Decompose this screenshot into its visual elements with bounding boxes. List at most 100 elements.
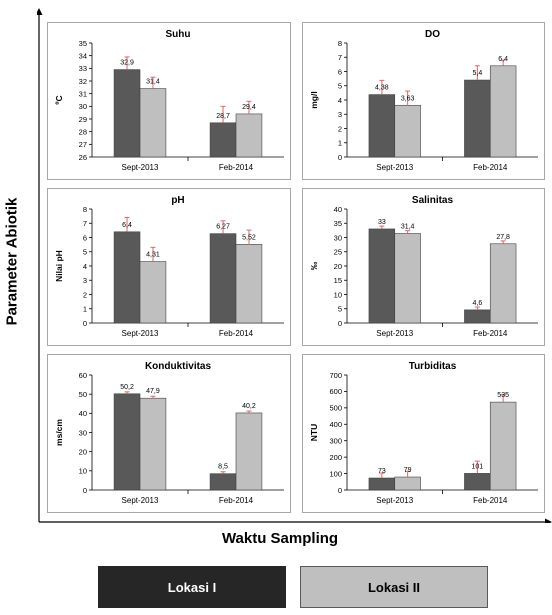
chart-panel-salinitas: Salinitas ‰ 0 5 10 15 20 25 30 35 40 Sept-2013 33 31,… [302,188,545,346]
y-tick-label: 4 [338,96,342,105]
bar-lokasi-1 [464,309,491,324]
y-tick-label: 5 [338,305,342,314]
data-label-lokasi-1: 28,7 [216,113,230,120]
chart-panel-suhu: Suhu ºC 26 27 28 29 30 31 32 33 34 35 Sept-2013 32,9 3… [47,22,291,180]
y-tick-label: 32 [79,77,87,86]
y-tick-label: 20 [79,447,87,456]
bar-lokasi-2 [235,412,263,491]
y-tick-label: 1 [83,305,87,314]
y-tick-label: 10 [79,467,87,476]
bar-lokasi-1 [368,94,396,158]
data-label-lokasi-2: 40,2 [242,403,256,410]
data-label-lokasi-2: 6,4 [498,56,508,63]
x-tick-label: Feb-2014 [473,329,508,338]
y-tick-label: 5 [83,248,87,257]
chart-svg: pH Nilai pH 0 1 2 3 4 5 6 7 8 Sept-2013 6,4 4,31 Feb-2… [54,195,284,338]
figure-y-label: Parameter Abiotik [3,197,21,326]
bar-lokasi-1 [464,473,491,491]
data-label-lokasi-1: 8,5 [218,464,228,471]
y-tick-label: 27 [79,140,87,149]
bar-lokasi-1 [209,473,237,491]
bar-lokasi-2 [394,233,421,324]
y-tick-label: 4 [83,262,87,271]
y-tick-label: 8 [338,39,342,48]
y-tick-label: 7 [83,219,87,228]
y-tick-label: 5 [338,82,342,91]
x-tick-label: Sept-2013 [376,329,413,338]
y-tick-label: 35 [334,219,342,228]
y-tick-label: 0 [338,319,342,328]
chart-panel-turbiditas: Turbiditas NTU 0 100 200 300 400 500 600 700 Sept-… [302,354,545,513]
y-tick-label: 2 [83,290,87,299]
x-tick-label: Feb-2014 [219,329,254,338]
y-tick-label: 29 [79,115,87,124]
bar-lokasi-1 [368,228,396,324]
x-tick-label: Sept-2013 [376,496,413,505]
y-tick-label: 2 [338,124,342,133]
data-label-lokasi-2: 4,31 [146,252,160,259]
bar-lokasi-1 [113,69,141,158]
bar-lokasi-2 [139,261,167,324]
bar-lokasi-2 [139,397,167,491]
y-axis-label-ph: Nilai pH [54,250,64,282]
chart-svg: Suhu ºC 26 27 28 29 30 31 32 33 34 35 Sept-2013 32,9 3… [54,29,284,172]
bar-lokasi-1 [209,233,237,324]
bar-lokasi-2 [235,244,263,324]
x-tick-label: Sept-2013 [122,329,159,338]
y-tick-label: 6 [83,233,87,242]
y-tick-label: 26 [79,153,87,162]
x-tick-label: Sept-2013 [376,163,413,172]
legend-lokasi-1: Lokasi I [98,566,286,608]
y-tick-label: 400 [329,420,342,429]
chart-svg: DO mg/l 0 1 2 3 4 5 6 7 8 Sept-2013 4,38 3,63 Feb-2014… [309,29,538,172]
y-tick-label: 3 [338,110,342,119]
bar-lokasi-1 [464,79,491,158]
y-tick-label: 30 [79,102,87,111]
y-tick-label: 15 [334,276,342,285]
chart-panel-do: DO mg/l 0 1 2 3 4 5 6 7 8 Sept-2013 4,38 3,63 Feb-2014… [302,22,545,180]
y-tick-label: 0 [338,153,342,162]
data-label-lokasi-2: 31,4 [401,224,415,231]
y-tick-label: 3 [83,276,87,285]
chart-panel-konduktivitas: Konduktivitas ms/cm 0 10 20 30 40 50 60 Sept-2013… [47,354,291,513]
bar-lokasi-2 [489,65,517,158]
y-tick-label: 50 [79,390,87,399]
y-tick-label: 28 [79,127,87,136]
data-label-lokasi-2: 29,4 [242,104,256,111]
y-tick-label: 40 [334,205,342,214]
chart-title-ph: pH [171,195,184,206]
data-label-lokasi-1: 33 [378,219,386,226]
bar-lokasi-2 [394,476,421,491]
data-label-lokasi-2: 31,4 [146,79,160,86]
x-tick-label: Feb-2014 [473,163,508,172]
bar-lokasi-2 [489,401,517,491]
y-tick-label: 0 [338,486,342,495]
bar-lokasi-1 [368,477,396,491]
y-tick-label: 100 [329,469,342,478]
y-tick-label: 25 [334,248,342,257]
bar-lokasi-2 [394,104,421,158]
bar-lokasi-1 [209,122,237,158]
y-tick-label: 700 [329,371,342,380]
chart-title-suhu: Suhu [166,29,191,40]
bar-lokasi-2 [489,243,517,324]
data-label-lokasi-2: 5,52 [242,234,256,241]
data-label-lokasi-1: 73 [378,468,386,475]
data-label-lokasi-1: 6,27 [216,224,230,231]
y-tick-label: 30 [334,233,342,242]
y-tick-label: 40 [79,409,87,418]
y-axis-label-konduktivitas: ms/cm [54,419,64,446]
y-tick-label: 500 [329,404,342,413]
data-label-lokasi-2: 79 [404,467,412,474]
data-label-lokasi-1: 5,4 [472,70,482,77]
x-tick-label: Sept-2013 [122,496,159,505]
chart-svg: Salinitas ‰ 0 5 10 15 20 25 30 35 40 Sept-2013 33 31,… [309,195,538,338]
chart-svg: Konduktivitas ms/cm 0 10 20 30 40 50 60 Sept-2013… [54,361,284,505]
chart-title-do: DO [425,29,440,40]
figure-x-label: Waktu Sampling [221,530,339,547]
y-tick-label: 8 [83,205,87,214]
chart-panel-ph: pH Nilai pH 0 1 2 3 4 5 6 7 8 Sept-2013 6,4 4,31 Feb-2… [47,188,291,346]
chart-title-salinitas: Salinitas [412,195,454,206]
data-label-lokasi-2: 3,63 [401,95,415,102]
data-label-lokasi-2: 535 [497,392,509,399]
